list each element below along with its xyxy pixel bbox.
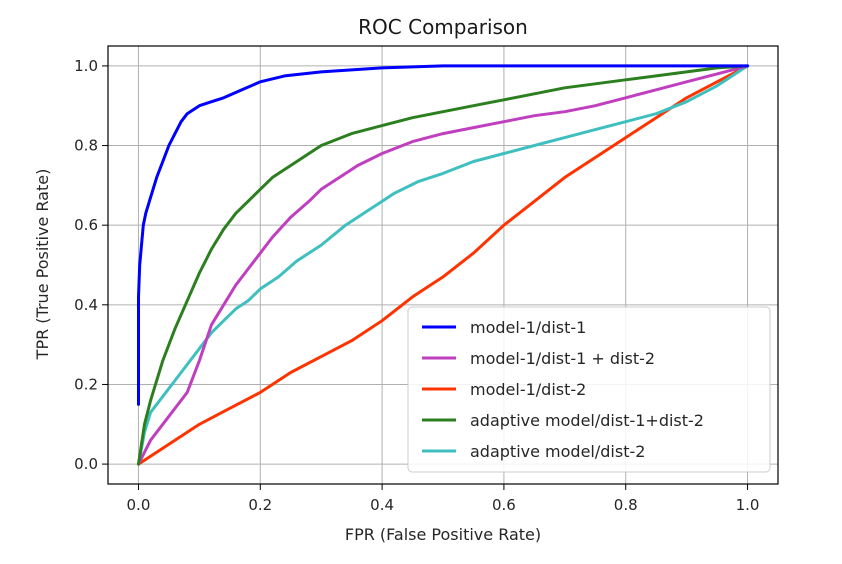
x-tick-label: 0.6: [492, 496, 516, 514]
series-line-3: [137, 64, 749, 466]
y-tick-label: 0.4: [74, 296, 98, 314]
legend-box: [407, 306, 771, 473]
y-tick-label: 0.0: [74, 455, 98, 473]
plot-frame: [107, 45, 779, 485]
x-tick-label: 1.0: [736, 496, 760, 514]
x-axis-ticks: 0.0 0.2 0.4 0.6 0.8 1.0: [127, 484, 760, 514]
x-axis-label: FPR (False Positive Rate): [345, 525, 541, 544]
y-tick-label: 0.2: [74, 375, 98, 393]
y-axis-label: TPR (True Positive Rate): [33, 169, 52, 361]
legend-entry: adaptive model/dist-1+dist-2: [470, 411, 704, 430]
legend-entry: model-1/dist-2: [470, 380, 586, 399]
y-axis-ticks: 0.0 0.2 0.4 0.6 0.8 1.0: [74, 57, 108, 473]
series-line-5: [137, 64, 749, 466]
chart-title: ROC Comparison: [358, 15, 528, 39]
legend-entry: model-1/dist-1 + dist-2: [470, 349, 655, 368]
series-line-4: [137, 64, 749, 466]
x-tick-label: 0.2: [248, 496, 272, 514]
y-tick-label: 1.0: [74, 57, 98, 75]
y-tick-label: 0.8: [74, 137, 98, 155]
x-tick-label: 0.4: [370, 496, 394, 514]
y-tick-label: 0.6: [74, 216, 98, 234]
x-tick-label: 0.8: [614, 496, 638, 514]
series-line-1: [137, 64, 749, 406]
legend-entry: model-1/dist-1: [470, 318, 586, 337]
legend-entry: adaptive model/dist-2: [470, 442, 645, 461]
x-tick-label: 0.0: [127, 496, 151, 514]
series-line-2: [137, 64, 749, 466]
series-layer: [137, 64, 749, 466]
grid: [108, 46, 778, 484]
legend: model-1/dist-1 model-1/dist-1 + dist-2 mod…: [407, 306, 771, 473]
